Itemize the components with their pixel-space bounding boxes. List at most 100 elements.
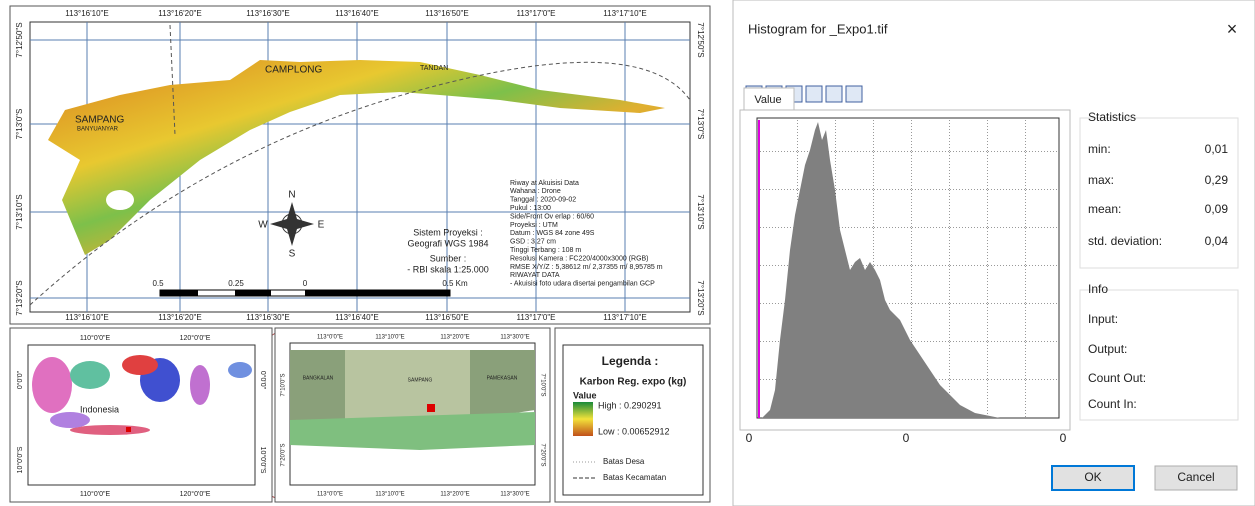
marker xyxy=(126,427,131,432)
lon-label: 113°16'40"E xyxy=(335,313,378,322)
label: Batas Kecamatan xyxy=(603,473,666,482)
place: SAMPANG xyxy=(75,115,124,126)
label: 7°20'0"S xyxy=(539,443,545,466)
lat-label: 7°13'20"S xyxy=(696,280,705,315)
label: Wahana : Drone xyxy=(510,188,561,195)
region xyxy=(290,350,345,420)
label: BANGKALAN xyxy=(303,375,334,381)
axis-label: 0 xyxy=(1060,431,1067,445)
label: 10°0'0"S xyxy=(259,447,267,474)
label: Output: xyxy=(1088,342,1127,356)
label: High : 0.290291 xyxy=(598,400,662,410)
label: 0.5 Km xyxy=(442,279,468,288)
label: 113°0'0"E xyxy=(317,492,343,498)
place: TANDAN xyxy=(420,65,448,72)
color-ramp xyxy=(573,402,593,436)
lon-label: 113°16'30"E xyxy=(246,313,289,322)
label: 0.5 xyxy=(152,279,164,288)
label: Resolusi Kamera : FC220/4000x3000 (RGB) xyxy=(510,255,649,262)
label: Info xyxy=(1088,282,1108,296)
label: 0 xyxy=(303,279,308,288)
axis-label: 0 xyxy=(746,431,753,445)
label: Legenda : xyxy=(602,354,659,368)
lat-label: 7°12'50"S xyxy=(696,22,705,57)
label: 110°0'0"E xyxy=(80,334,111,342)
region xyxy=(470,350,535,420)
close-button[interactable]: × xyxy=(1227,19,1238,39)
label: 10°0'0"S xyxy=(16,446,24,473)
button-label[interactable]: Cancel xyxy=(1177,470,1214,484)
label: std. deviation: xyxy=(1088,234,1162,248)
label: 7°20'0"S xyxy=(281,443,287,466)
label: Input: xyxy=(1088,312,1118,326)
lat-label: 7°12'50"S xyxy=(15,22,24,57)
label: 0°0'0" xyxy=(16,370,24,389)
label: 113°0'0"E xyxy=(317,335,343,341)
label: 7°10'0"S xyxy=(539,373,545,396)
region xyxy=(345,350,470,420)
marker xyxy=(427,404,435,412)
label: S xyxy=(289,249,296,260)
label: W xyxy=(258,220,268,231)
label: Sistem Proyeksi : xyxy=(413,227,483,237)
label: Statistics xyxy=(1088,110,1136,124)
label: Tanggal : 2020-09-02 xyxy=(510,197,576,204)
label: 113°10'0"E xyxy=(375,335,404,341)
label: Sumber : xyxy=(430,253,467,263)
lon-label: 113°16'10"E xyxy=(65,313,108,322)
screenshot: 113°16'10"E113°16'10"E113°16'20"E113°16'… xyxy=(0,0,1255,506)
axis-label: 0 xyxy=(903,431,910,445)
scale-bar xyxy=(160,290,450,296)
label: max: xyxy=(1088,173,1114,187)
button-label[interactable]: OK xyxy=(1084,470,1101,484)
label: 0°0'0" xyxy=(259,371,267,390)
lon-label: 113°16'10"E xyxy=(65,9,108,18)
label: Proyeksi : UTM xyxy=(510,222,558,229)
place: CAMPLONG xyxy=(265,65,322,76)
label: 113°10'0"E xyxy=(375,492,404,498)
tool-button[interactable] xyxy=(826,86,842,102)
label: RMSE X/Y/Z : 5,38612 m/ 2,37355 m/ 8,957… xyxy=(510,264,663,271)
tool-button[interactable] xyxy=(806,86,822,102)
lat-label: 7°13'10"S xyxy=(15,194,24,229)
label: Value xyxy=(573,390,597,400)
tab-label[interactable]: Value xyxy=(754,94,781,106)
label: - Akuisisi foto udara disertai pengambil… xyxy=(510,281,655,288)
label: Histogram for _Expo1.tif xyxy=(748,21,888,36)
label: Geografi WGS 1984 xyxy=(407,238,488,248)
label: Karbon Reg. expo (kg) xyxy=(580,377,687,388)
label: E xyxy=(318,220,325,231)
label: Side/Front Ov erlap : 60/60 xyxy=(510,213,594,220)
lon-label: 113°17'10"E xyxy=(603,313,646,322)
lat-label: 7°13'0"S xyxy=(15,109,24,140)
label: - RBI skala 1:25.000 xyxy=(407,264,489,274)
lat-label: 7°13'0"S xyxy=(696,109,705,140)
label: PAMEKASAN xyxy=(487,375,518,381)
lon-label: 113°17'0"E xyxy=(516,9,555,18)
label: GSD : 3,27 cm xyxy=(510,239,556,246)
label: Riway at Akuisisi Data xyxy=(510,180,579,187)
label: N xyxy=(288,190,295,201)
lat-label: 7°13'20"S xyxy=(15,280,24,315)
label: SAMPANG xyxy=(408,377,433,383)
lat-label: 7°13'10"S xyxy=(696,194,705,229)
label: mean: xyxy=(1088,202,1121,216)
label: 0,01 xyxy=(1205,142,1229,156)
label: 0,04 xyxy=(1205,234,1229,248)
label: RIWAYAT DATA xyxy=(510,272,560,279)
label: 110°0'0"E xyxy=(80,490,111,498)
label: Low : 0.00652912 xyxy=(598,426,670,436)
label: Pukul : 13:00 xyxy=(510,205,551,212)
label: Count In: xyxy=(1088,397,1137,411)
label: Tinggi Terbang : 108 m xyxy=(510,247,581,254)
lon-label: 113°16'50"E xyxy=(425,313,468,322)
label: 113°30'0"E xyxy=(500,492,529,498)
tool-button[interactable] xyxy=(846,86,862,102)
label: 113°20'0"E xyxy=(440,335,469,341)
label: min: xyxy=(1088,142,1111,156)
lon-label: 113°17'10"E xyxy=(603,9,646,18)
label: Indonesia xyxy=(80,404,119,414)
label: 113°20'0"E xyxy=(440,492,469,498)
label: Datum : WGS 84 zone 49S xyxy=(510,230,595,237)
hole xyxy=(106,190,134,210)
